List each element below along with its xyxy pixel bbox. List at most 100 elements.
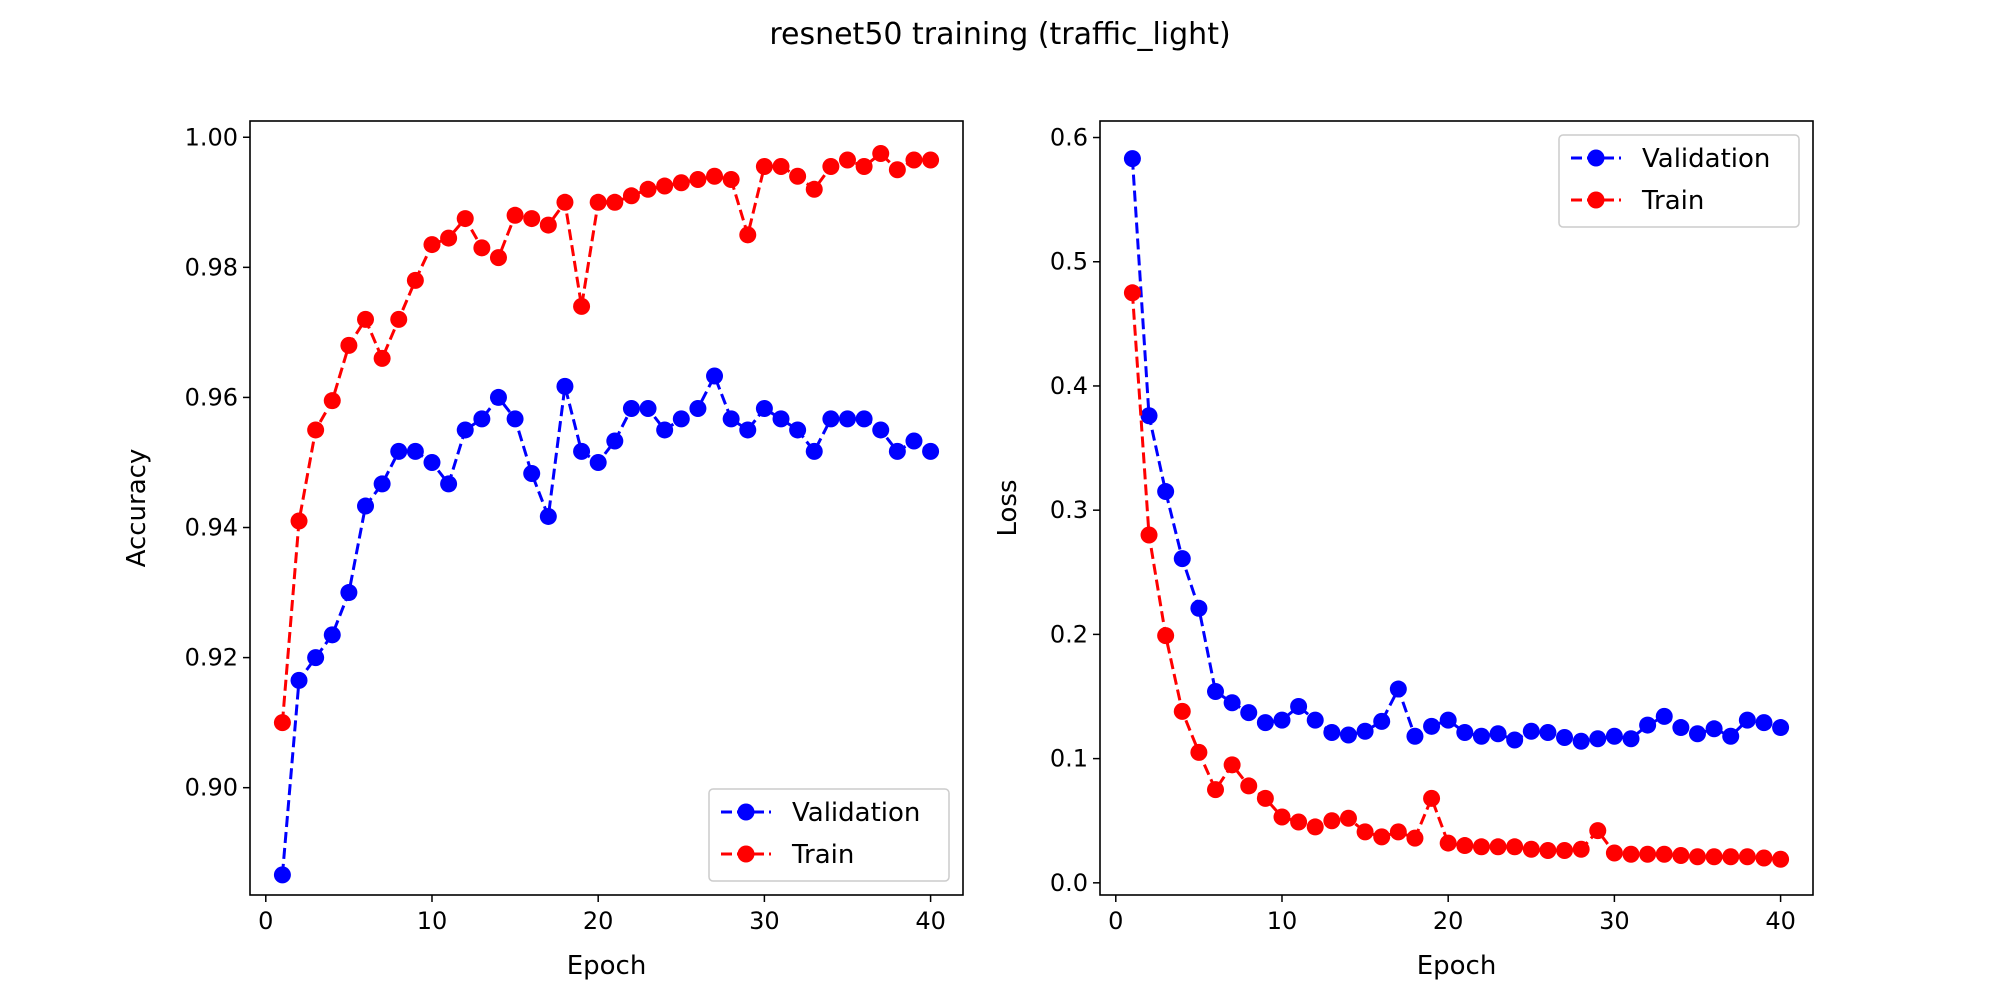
series-line (280, 372, 932, 875)
data-point (473, 239, 491, 257)
data-point (1240, 704, 1258, 722)
data-point (506, 206, 524, 224)
data-point (805, 442, 823, 460)
legend-marker (737, 803, 755, 821)
data-point (406, 442, 424, 460)
x-tick-label: 20 (583, 907, 614, 935)
data-point (888, 442, 906, 460)
data-point (838, 151, 856, 169)
data-point (672, 410, 690, 428)
data-point (556, 377, 574, 395)
data-point (822, 158, 840, 176)
data-point (789, 167, 807, 185)
data-point (639, 180, 657, 198)
data-point (872, 421, 890, 439)
data-point (1190, 599, 1208, 617)
data-point (1722, 727, 1740, 745)
data-point (1539, 842, 1557, 860)
data-point (1290, 813, 1308, 831)
data-point (1140, 407, 1158, 425)
data-point (1306, 711, 1324, 729)
plot-frame (249, 120, 964, 896)
data-point (1290, 697, 1308, 715)
series-validation (1123, 150, 1790, 750)
data-point (606, 193, 624, 211)
data-point (1123, 284, 1141, 302)
data-point (1705, 720, 1723, 738)
data-point (622, 187, 640, 205)
data-point (872, 145, 890, 163)
data-point (440, 229, 458, 247)
legend-item-train: Train (721, 840, 854, 870)
data-point (1456, 837, 1474, 855)
series-line (1130, 158, 1782, 743)
data-point (1323, 724, 1341, 742)
data-point (1306, 818, 1324, 836)
data-point (1472, 727, 1490, 745)
data-point (1406, 727, 1424, 745)
data-point (1456, 724, 1474, 742)
data-point (1423, 717, 1441, 735)
data-point (905, 432, 923, 450)
y-tick-label: 0.6 (1050, 124, 1088, 152)
data-point (423, 453, 441, 471)
data-point (1439, 711, 1457, 729)
data-point (1173, 702, 1191, 720)
data-point (489, 249, 507, 267)
legend: Validation Train (1558, 134, 1800, 228)
y-tick-label: 0.94 (185, 514, 238, 542)
data-point (1672, 846, 1690, 864)
y-tick-label: 0.0 (1050, 869, 1088, 897)
x-axis-label: Epoch (1417, 951, 1497, 981)
x-tick-label: 20 (1433, 907, 1464, 935)
series-line (280, 151, 931, 723)
data-point (273, 866, 291, 884)
data-point (1589, 822, 1607, 840)
data-point (772, 158, 790, 176)
legend-label: Validation (792, 798, 920, 828)
data-point (672, 174, 690, 192)
data-point (390, 310, 408, 328)
y-axis-label: Loss (993, 479, 1023, 536)
data-point (523, 465, 541, 483)
data-point (340, 336, 358, 354)
y-tick-label: 0.96 (185, 383, 238, 411)
data-point (1688, 725, 1706, 743)
data-point (573, 442, 591, 460)
y-tick-label: 0.98 (185, 253, 238, 281)
legend-marker (737, 845, 755, 863)
data-point (1556, 728, 1574, 746)
data-point (1755, 849, 1773, 867)
data-point (1705, 848, 1723, 866)
data-point (290, 512, 308, 530)
data-point (1323, 812, 1341, 830)
data-point (406, 271, 424, 289)
y-tick-label: 0.92 (185, 644, 238, 672)
data-point (922, 151, 940, 169)
y-axis-label: Accuracy (122, 449, 152, 568)
data-point (755, 399, 773, 417)
data-point (323, 626, 341, 644)
data-point (1539, 724, 1557, 742)
data-point (722, 171, 740, 189)
data-point (1157, 483, 1175, 501)
data-point (456, 421, 474, 439)
data-point (1339, 809, 1357, 827)
data-point (1406, 829, 1424, 847)
figure-title: resnet50 training (traffic_light) (769, 17, 1230, 52)
data-point (1439, 834, 1457, 852)
data-point (706, 167, 724, 185)
legend-marker (1587, 191, 1605, 209)
data-point (589, 453, 607, 471)
data-point (373, 349, 391, 367)
data-point (1522, 840, 1540, 858)
data-point (273, 714, 291, 732)
x-tick-label: 10 (417, 907, 448, 935)
data-point (1572, 840, 1590, 858)
data-point (539, 507, 557, 525)
data-point (1339, 726, 1357, 744)
data-point (1123, 150, 1141, 168)
data-point (1622, 845, 1640, 863)
legend-item-validation: Validation (1571, 144, 1770, 174)
data-point (1622, 730, 1640, 748)
